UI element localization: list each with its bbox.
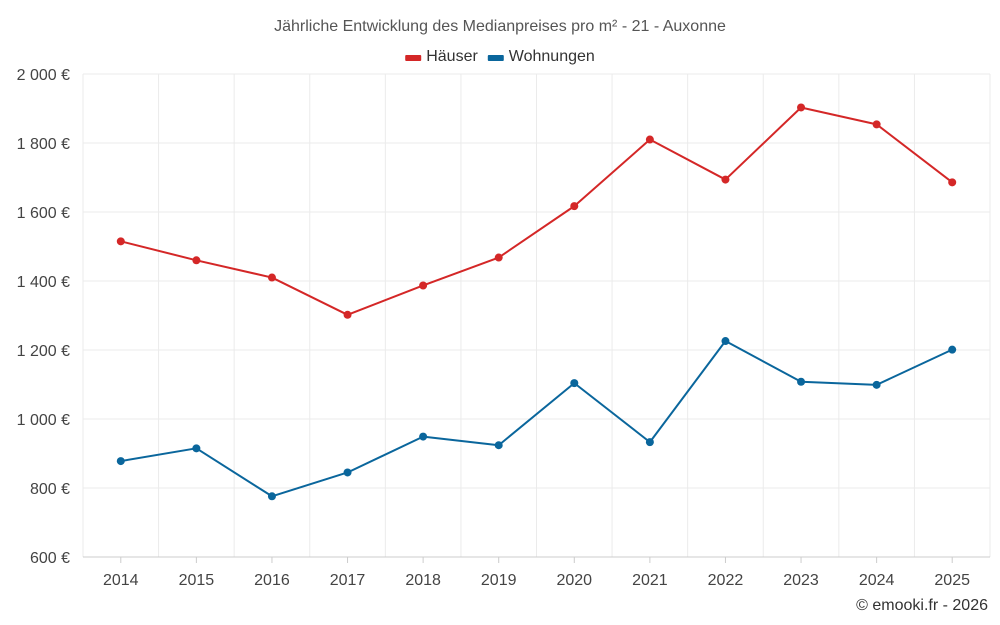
x-tick-label: 2020 (556, 572, 592, 589)
legend-swatch (405, 55, 422, 61)
series-layer (116, 103, 957, 501)
legend: Häuser Wohnungen (405, 48, 595, 65)
x-tick-label: 2015 (179, 572, 215, 589)
legend-label: Häuser (426, 48, 478, 65)
y-tick-label: 1 000 € (17, 412, 70, 429)
y-tick-label: 1 800 € (17, 136, 70, 153)
data-point-wohnungen (645, 438, 654, 447)
x-tick-label: 2016 (254, 572, 290, 589)
y-tick-label: 1 600 € (17, 205, 70, 222)
x-tick-label: 2022 (708, 572, 744, 589)
y-tick-label: 800 € (30, 481, 70, 498)
legend-item-wohnungen: Wohnungen (487, 48, 595, 65)
data-point-hauser (116, 237, 125, 246)
data-point-hauser (267, 273, 276, 282)
credit-text: © emooki.fr - 2026 (856, 597, 988, 614)
data-point-wohnungen (267, 492, 276, 501)
series-wohnungen (116, 337, 957, 501)
data-point-hauser (494, 253, 503, 262)
x-tick-label: 2021 (632, 572, 668, 589)
x-tick-label: 2025 (934, 572, 970, 589)
data-point-hauser (570, 202, 579, 211)
x-tick-label: 2017 (330, 572, 366, 589)
data-point-wohnungen (948, 345, 957, 354)
data-point-wohnungen (570, 379, 579, 388)
data-point-wohnungen (494, 441, 503, 450)
x-axis: 2014 2015 2016 2017 2018 2019 2020 2021 2022 2023… (103, 557, 970, 589)
x-tick-label: 2014 (103, 572, 139, 589)
data-point-wohnungen (419, 432, 428, 441)
data-point-wohnungen (797, 377, 806, 386)
data-point-hauser (797, 103, 806, 112)
data-point-hauser (645, 135, 654, 144)
data-point-wohnungen (721, 337, 730, 346)
series-hauser (116, 103, 957, 319)
data-point-hauser (192, 256, 201, 265)
series-line-wohnungen (120, 340, 953, 498)
legend-label: Wohnungen (509, 48, 595, 65)
data-point-hauser (419, 281, 428, 290)
x-tick-label: 2023 (783, 572, 819, 589)
data-point-wohnungen (116, 457, 125, 466)
y-tick-label: 1 400 € (17, 274, 70, 291)
series-line-hauser (120, 106, 953, 316)
y-tick-label: 2 000 € (17, 67, 70, 84)
data-point-hauser (948, 178, 957, 187)
grid (82, 73, 991, 558)
x-tick-label: 2018 (405, 572, 441, 589)
x-tick-label: 2019 (481, 572, 517, 589)
data-point-wohnungen (192, 444, 201, 453)
y-axis: 600 € 800 € 1 000 € 1 200 € 1 400 € 1 600 € 1 … (17, 67, 70, 567)
y-tick-label: 1 200 € (17, 343, 70, 360)
x-tick-label: 2024 (859, 572, 895, 589)
data-point-wohnungen (872, 380, 881, 389)
y-tick-label: 600 € (30, 550, 70, 567)
chart-title: Jährliche Entwicklung des Medianpreises … (274, 18, 726, 35)
legend-item-hauser: Häuser (405, 48, 478, 65)
data-point-hauser (343, 310, 352, 319)
data-point-wohnungen (343, 468, 352, 477)
data-point-hauser (721, 175, 730, 184)
data-point-hauser (872, 120, 881, 129)
legend-swatch (487, 55, 504, 61)
